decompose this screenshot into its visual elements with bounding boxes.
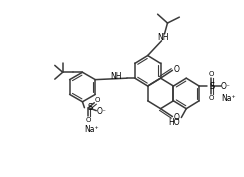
Text: O: O bbox=[173, 65, 179, 74]
Text: S: S bbox=[210, 82, 215, 91]
Text: Na⁺: Na⁺ bbox=[84, 125, 99, 134]
Text: S: S bbox=[87, 103, 93, 112]
Text: O: O bbox=[95, 97, 100, 103]
Text: O: O bbox=[173, 113, 179, 122]
Text: HO: HO bbox=[169, 118, 180, 127]
Text: O⁻: O⁻ bbox=[221, 82, 231, 91]
Text: O⁻: O⁻ bbox=[96, 107, 106, 116]
Text: NH: NH bbox=[157, 33, 168, 42]
Text: NH: NH bbox=[111, 72, 122, 81]
Text: O: O bbox=[208, 95, 214, 101]
Text: O: O bbox=[86, 116, 91, 122]
Text: Na⁺: Na⁺ bbox=[222, 94, 236, 103]
Text: O: O bbox=[208, 71, 214, 77]
